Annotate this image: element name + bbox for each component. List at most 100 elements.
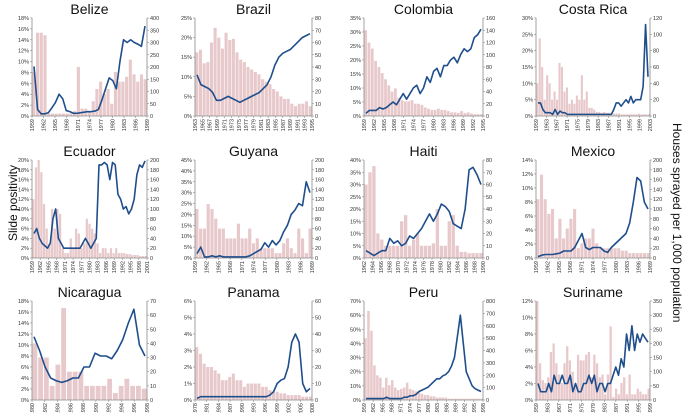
x-tick-label: 1965 [216,261,222,273]
spray-bar [47,113,51,116]
spray-bar [34,167,38,258]
right-tick-label: 200 [315,158,324,164]
spray-bar [543,99,546,116]
spray-bar [133,255,137,258]
spray-bar [639,391,642,400]
x-tick-label: 2003 [648,119,654,131]
x-tick-label: 1962 [362,261,368,273]
spray-bar [283,98,287,116]
spray-bar [583,99,586,116]
left-tick-label: 10% [522,81,533,87]
right-tick-label: 80 [653,49,659,55]
right-tick-label: 10 [315,382,321,388]
left-tick-label: 40% [181,169,192,175]
x-tick-label: 1973 [230,119,236,131]
x-tick-label: 1966 [379,261,385,273]
spray-bar [376,233,380,258]
spray-bar [624,250,628,258]
spray-bar [625,114,628,116]
spray-bar [569,218,573,258]
left-tick-label: 14% [18,187,29,193]
x-tick-label: 1989 [648,261,654,273]
spray-bar [233,238,237,258]
right-tick-label: 20 [653,98,659,104]
left-tick-label: 25% [350,195,361,201]
spray-bar [429,396,433,400]
spray-bar [125,76,129,116]
spray-bar [419,245,424,258]
right-tick-label: 500 [486,336,495,342]
x-tick-label: 1978 [193,403,199,413]
spray-bar [195,52,199,116]
spray-bar [373,365,376,400]
right-tick-label: 70 [150,299,156,305]
spray-bar [206,204,210,258]
right-tick-label: 800 [486,299,495,305]
x-tick-label: 1980 [30,403,36,413]
spray-bar [462,398,465,400]
spray-bar [441,397,445,400]
x-tick-label: 1962 [38,261,44,273]
spray-bar [231,38,235,116]
right-tick-label: 140 [486,28,495,34]
spray-bar [396,245,400,258]
spray-bar [636,388,639,400]
spray-bar [101,248,104,258]
spray-bar [117,253,121,258]
left-tick-label: 0% [184,256,192,262]
spray-bar [554,238,558,258]
spray-bar [382,387,385,401]
slide-positivity-line [33,26,146,115]
x-tick-label: 1995 [481,119,487,131]
spray-bar [400,100,404,117]
spray-bar [546,75,549,116]
spray-bar [290,103,294,116]
spray-bar [117,81,121,116]
right-tick-label: 20 [315,246,321,252]
right-tick-label: 40 [315,65,321,71]
spray-bar [101,385,107,400]
x-tick-label: 1959 [534,261,540,273]
spray-bar [574,383,577,400]
x-tick-label: 1975 [237,119,243,131]
spray-bar [423,107,427,116]
spray-bar [413,103,417,116]
right-tick-label: 0 [486,256,489,262]
left-tick-label: 10% [18,60,29,66]
spray-bar [477,398,480,400]
spray-bar [202,63,206,116]
x-tick-label: 1968 [392,119,398,131]
spray-bar [538,363,542,400]
spray-bar [61,248,64,258]
spray-bar [384,245,388,258]
spray-bar [128,59,132,116]
spray-bar [463,251,467,259]
spray-bar [585,91,588,116]
x-tick-label: 1968 [55,261,61,273]
right-tick-label: 0 [486,114,489,120]
left-tick-label: 1% [184,382,192,388]
right-tick-label: 0 [653,256,656,262]
spray-bar [264,81,268,116]
x-tick-label: 1987 [614,403,620,413]
spray-bar [628,374,631,400]
x-tick-label: 1984 [216,403,222,413]
x-tick-label: 1965 [380,403,386,413]
spray-bar [139,256,142,258]
spray-bar [642,253,647,258]
x-tick-label: 1968 [228,261,234,273]
spray-bar [646,253,650,258]
spray-bar [620,250,624,258]
spray-bar [130,385,136,400]
spray-bar [54,113,58,116]
left-tick-label: 16% [18,27,29,33]
slide-positivity-line [366,314,482,400]
left-tick-label: 6% [21,81,29,87]
right-tick-label: 150 [150,77,159,83]
right-tick-label: 80 [315,16,321,22]
spray-bar [580,75,583,116]
left-tick-label: 5% [184,316,192,322]
spray-bar [379,377,382,401]
spray-bar [286,98,290,116]
spray-bar [439,245,444,258]
